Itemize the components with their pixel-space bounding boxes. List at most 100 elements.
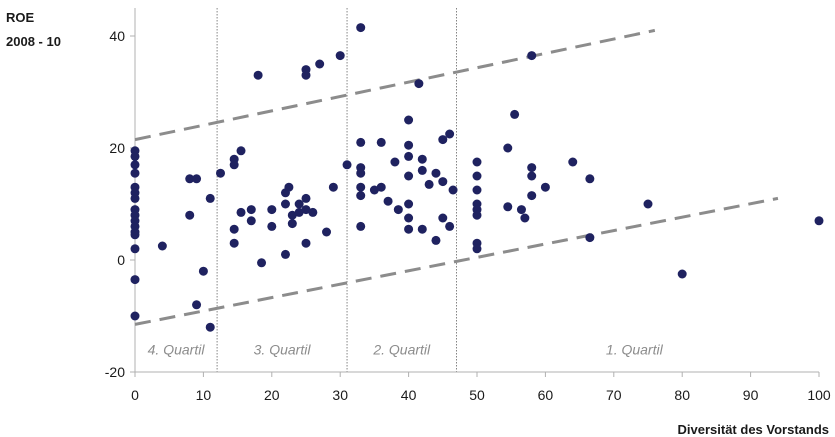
- data-point: [236, 146, 246, 156]
- data-point: [356, 182, 366, 192]
- data-point: [246, 216, 256, 226]
- data-point: [438, 213, 448, 223]
- data-point: [185, 174, 195, 184]
- data-point: [257, 258, 267, 268]
- data-point: [287, 210, 297, 220]
- data-point: [503, 202, 513, 212]
- data-point: [236, 207, 246, 217]
- data-point: [417, 224, 427, 234]
- data-point: [431, 168, 441, 178]
- data-point: [130, 230, 140, 240]
- data-point: [404, 151, 414, 161]
- y-axis-label-line-1: ROE: [6, 10, 35, 25]
- data-point: [301, 193, 311, 203]
- data-point: [229, 160, 239, 170]
- y-tick-label: 40: [109, 28, 125, 44]
- data-point: [342, 160, 352, 170]
- data-point: [301, 205, 311, 215]
- data-point: [814, 216, 824, 226]
- x-tick-label: 10: [196, 387, 212, 403]
- x-tick-label: 0: [131, 387, 139, 403]
- data-point: [130, 275, 140, 285]
- data-point: [417, 154, 427, 164]
- data-point: [253, 70, 263, 80]
- data-point: [540, 182, 550, 192]
- data-point: [414, 79, 424, 89]
- data-point: [431, 235, 441, 245]
- data-point: [315, 59, 325, 69]
- data-point: [404, 140, 414, 150]
- quartile-labels: 4. Quartil 3. Quartil 2. Quartil 1. Quartil: [148, 342, 664, 358]
- data-point: [328, 182, 338, 192]
- data-point: [267, 221, 277, 231]
- quartile-label: 2. Quartil: [372, 342, 431, 358]
- data-point: [284, 182, 294, 192]
- y-tick-labels: -20 0 20 40: [105, 28, 135, 380]
- trend-line-lower: [134, 196, 779, 326]
- y-tick-label: 20: [109, 140, 125, 156]
- quartile-label: 1. Quartil: [606, 342, 664, 358]
- data-point: [287, 219, 297, 229]
- data-point: [294, 199, 304, 209]
- data-point: [472, 244, 482, 254]
- data-point: [404, 171, 414, 181]
- data-point: [130, 160, 140, 170]
- data-point: [472, 171, 482, 181]
- data-point: [516, 205, 526, 215]
- data-point: [192, 300, 202, 310]
- data-point: [472, 210, 482, 220]
- x-tick-label: 60: [538, 387, 554, 403]
- data-point: [472, 157, 482, 167]
- data-point: [216, 168, 225, 178]
- x-tick-label: 80: [674, 387, 690, 403]
- data-point: [424, 179, 434, 189]
- data-point: [267, 205, 277, 215]
- data-point: [335, 51, 345, 61]
- x-axis-label: Diversität des Vorstands: [678, 422, 829, 437]
- data-point: [198, 266, 208, 276]
- y-tick-label: -20: [105, 364, 125, 380]
- data-points: [130, 23, 824, 332]
- data-point: [445, 129, 455, 139]
- data-point: [192, 174, 202, 184]
- trend-line-upper: [134, 28, 656, 142]
- quartile-dividers: [216, 8, 457, 372]
- data-point: [130, 193, 140, 203]
- data-point: [643, 199, 653, 209]
- data-point: [527, 171, 537, 181]
- data-point: [322, 227, 332, 237]
- trend-lines: [134, 28, 779, 326]
- data-point: [280, 249, 290, 259]
- data-point: [376, 137, 386, 147]
- data-point: [280, 199, 290, 209]
- x-tick-label: 70: [606, 387, 622, 403]
- data-point: [229, 224, 239, 234]
- x-tick-label: 90: [743, 387, 759, 403]
- data-point: [527, 163, 537, 173]
- data-point: [438, 177, 448, 187]
- x-tick-label: 30: [332, 387, 348, 403]
- x-tick-label: 100: [807, 387, 831, 403]
- data-point: [527, 191, 537, 201]
- data-point: [205, 322, 215, 332]
- y-axis-label-line-2: 2008 - 10: [6, 34, 61, 49]
- data-point: [301, 70, 311, 80]
- data-point: [404, 213, 414, 223]
- data-point: [376, 182, 386, 192]
- y-tick-label: 0: [117, 252, 125, 268]
- data-point: [356, 23, 366, 33]
- data-point: [356, 221, 366, 231]
- data-point: [185, 210, 195, 220]
- data-point: [130, 311, 140, 321]
- quartile-label: 4. Quartil: [148, 342, 206, 358]
- data-point: [390, 157, 400, 167]
- quartile-label: 3. Quartil: [254, 342, 312, 358]
- data-point: [130, 151, 140, 161]
- data-point: [677, 269, 687, 279]
- data-point: [356, 191, 366, 201]
- data-point: [585, 233, 595, 243]
- data-point: [356, 168, 366, 178]
- data-point: [445, 221, 455, 231]
- data-point: [510, 109, 520, 119]
